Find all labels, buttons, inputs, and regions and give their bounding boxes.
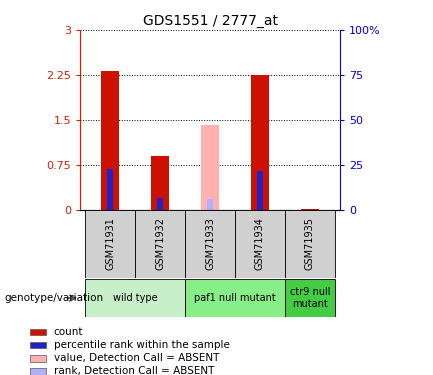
Bar <box>85 210 135 278</box>
Bar <box>101 71 119 210</box>
Text: GSM71931: GSM71931 <box>105 217 115 270</box>
Bar <box>285 210 335 278</box>
Text: count: count <box>54 327 83 337</box>
Bar <box>29 355 45 362</box>
Bar <box>29 368 45 375</box>
Bar <box>285 279 335 317</box>
Bar <box>207 199 213 210</box>
Bar <box>257 171 263 210</box>
Bar <box>251 75 269 210</box>
Text: percentile rank within the sample: percentile rank within the sample <box>54 340 229 350</box>
Text: GSM71933: GSM71933 <box>205 217 215 270</box>
Text: GSM71935: GSM71935 <box>305 217 315 270</box>
Bar <box>151 156 169 210</box>
Text: genotype/variation: genotype/variation <box>4 293 103 303</box>
Bar <box>135 210 185 278</box>
Text: value, Detection Call = ABSENT: value, Detection Call = ABSENT <box>54 353 219 363</box>
Bar <box>235 210 285 278</box>
Text: paf1 null mutant: paf1 null mutant <box>194 293 276 303</box>
Text: rank, Detection Call = ABSENT: rank, Detection Call = ABSENT <box>54 366 214 375</box>
Text: GSM71932: GSM71932 <box>155 217 165 270</box>
Title: GDS1551 / 2777_at: GDS1551 / 2777_at <box>142 13 278 28</box>
Bar <box>185 210 235 278</box>
Bar <box>301 209 319 210</box>
Bar <box>185 279 285 317</box>
Text: ctr9 null
mutant: ctr9 null mutant <box>290 287 330 309</box>
Bar <box>201 125 219 210</box>
Bar <box>85 279 185 317</box>
Text: GSM71934: GSM71934 <box>255 217 265 270</box>
Bar <box>29 328 45 335</box>
Bar <box>107 169 113 210</box>
Bar <box>29 342 45 348</box>
Bar <box>157 198 163 210</box>
Text: wild type: wild type <box>113 293 157 303</box>
